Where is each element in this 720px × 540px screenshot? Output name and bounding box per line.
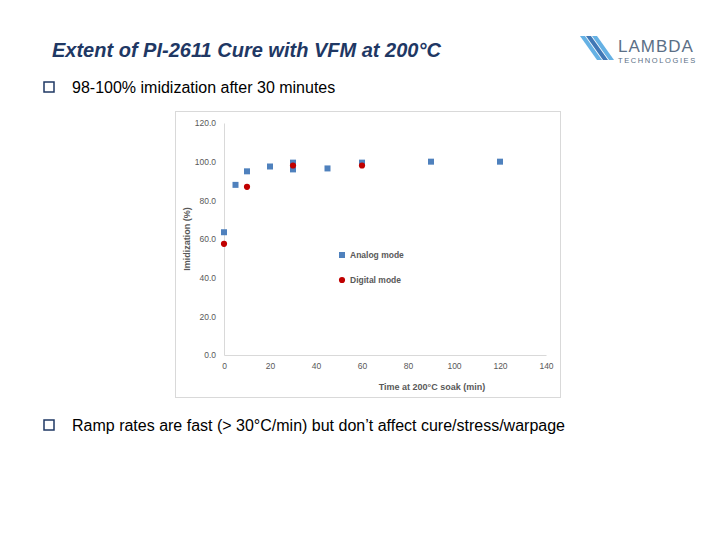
y-tick-label: 80.0 — [199, 196, 216, 206]
data-point — [244, 168, 250, 174]
x-tick: 100 — [447, 355, 461, 371]
x-tick-label: 100 — [447, 361, 461, 371]
logo: LAMBDATECHNOLOGIES — [580, 36, 697, 65]
chart-frame — [176, 112, 561, 398]
legend-label: Digital mode — [350, 275, 401, 285]
x-tick-label: 0 — [222, 361, 227, 371]
x-tick: 120 — [493, 355, 507, 371]
x-tick: 20 — [266, 355, 276, 371]
data-point — [267, 164, 273, 170]
data-point — [325, 165, 331, 171]
x-tick-label: 40 — [312, 361, 322, 371]
y-axis-line — [224, 124, 225, 356]
data-point — [221, 229, 227, 235]
y-tick-label: 40.0 — [199, 273, 216, 283]
data-point — [221, 241, 227, 247]
y-tick: 100.0 — [195, 157, 224, 167]
y-tick: 0.0 — [204, 350, 224, 360]
series — [221, 159, 503, 236]
x-tick: 40 — [312, 355, 322, 371]
y-tick-label: 20.0 — [199, 312, 216, 322]
legend-swatch — [339, 252, 345, 258]
bullet-text: Ramp rates are fast (> 30°C/min) but don… — [72, 417, 565, 434]
y-axis: 0.0 20.0 40.0 60.0 80.0 100.0 120.0 — [195, 118, 225, 360]
legend-label: Analog mode — [350, 250, 404, 260]
x-tick: 60 — [358, 355, 368, 371]
y-tick: 40.0 — [199, 273, 224, 283]
series — [221, 162, 365, 246]
data-point — [290, 162, 296, 168]
logo-subname: TECHNOLOGIES — [618, 56, 697, 65]
plot-area — [221, 159, 503, 247]
x-tick: 80 — [404, 355, 414, 371]
bullet-box — [44, 82, 54, 92]
y-tick: 20.0 — [199, 312, 224, 322]
logo-stripe — [592, 36, 614, 60]
logo-name: LAMBDA — [618, 37, 694, 56]
y-tick-label: 100.0 — [195, 157, 217, 167]
x-tick-label: 140 — [539, 361, 553, 371]
y-tick: 60.0 — [199, 234, 224, 244]
bullet-box — [44, 420, 54, 430]
y-tick-label: 0.0 — [204, 350, 216, 360]
x-axis-line — [225, 355, 547, 356]
x-axis-title: Time at 200°C soak (min) — [379, 382, 485, 392]
data-point — [233, 182, 239, 188]
y-axis-title: Imidization (%) — [182, 207, 192, 271]
slide-title: Extent of PI-2611 Cure with VFM at 200°C — [52, 39, 441, 61]
y-tick: 120.0 — [195, 118, 224, 128]
x-axis: 0 20 40 60 80 100 120 140 — [222, 355, 554, 371]
legend-swatch — [339, 277, 345, 283]
data-point — [497, 159, 503, 165]
data-point — [244, 184, 250, 190]
x-tick: 140 — [539, 355, 553, 371]
x-tick-label: 60 — [358, 361, 368, 371]
x-tick-label: 20 — [266, 361, 276, 371]
y-tick-label: 120.0 — [195, 118, 217, 128]
x-tick: 0 — [222, 355, 227, 371]
legend: Analog mode Digital mode — [339, 250, 404, 285]
bullet-text: 98-100% imidization after 30 minutes — [72, 79, 335, 96]
data-point — [359, 162, 365, 168]
y-tick-label: 60.0 — [199, 234, 216, 244]
x-tick-label: 120 — [493, 361, 507, 371]
data-point — [428, 159, 434, 165]
y-tick: 80.0 — [199, 196, 224, 206]
x-tick-label: 80 — [404, 361, 414, 371]
